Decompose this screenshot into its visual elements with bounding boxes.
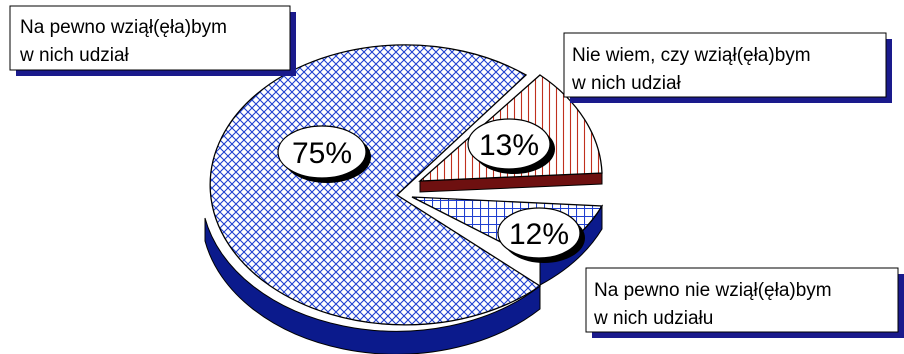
slice-75-side xyxy=(204,217,541,354)
callout-slice-13-line1: Nie wiem, czy wziął(ęła)bym xyxy=(572,45,811,66)
slice-75 xyxy=(209,44,542,326)
data-label-13-text: 13% xyxy=(479,129,539,162)
callout-slice-13: Nie wiem, czy wziął(ęła)bym w nich udzia… xyxy=(563,32,892,103)
callout-slice-75: Na pewno wziął(ęła)bym w nich udział xyxy=(9,5,296,76)
callout-slice-13-line2: w nich udział xyxy=(571,73,682,94)
data-label-75: 75% xyxy=(277,125,371,183)
callout-slice-12-line1: Na pewno nie wziął(ęła)bym xyxy=(594,280,832,301)
callout-slice-12: Na pewno nie wziął(ęła)bym w nich udział… xyxy=(585,267,904,338)
callout-slice-75-line2: w nich udział xyxy=(19,45,130,66)
callout-slice-75-line1: Na pewno wziął(ęła)bym xyxy=(20,17,227,38)
data-label-12: 12% xyxy=(497,207,585,263)
data-label-13: 13% xyxy=(467,118,555,174)
data-label-12-text: 12% xyxy=(509,218,569,251)
data-label-75-text: 75% xyxy=(292,137,352,170)
callout-slice-12-line2: w nich udziału xyxy=(593,308,713,329)
